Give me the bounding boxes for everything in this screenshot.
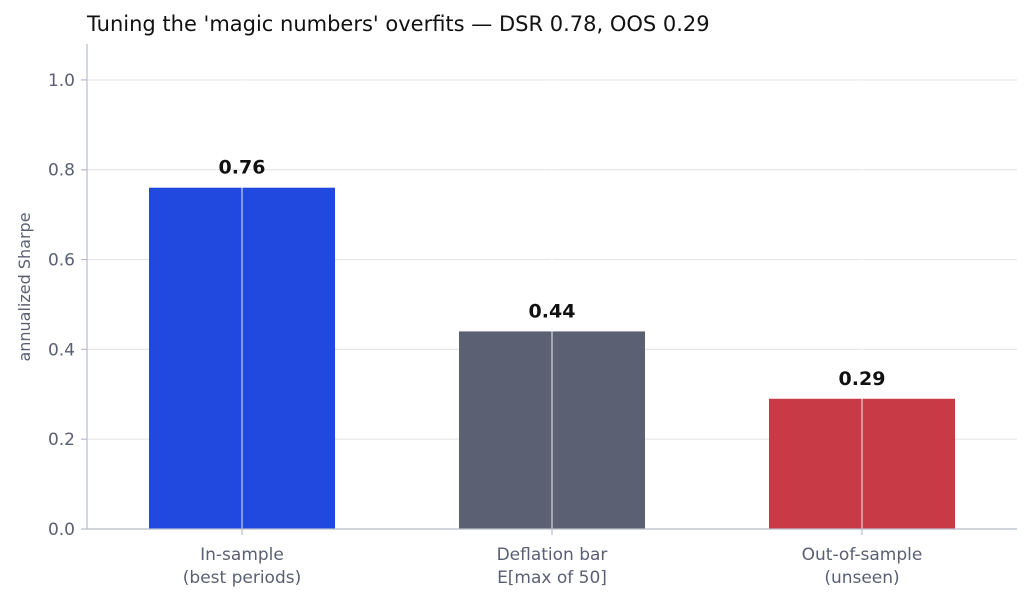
labels: 0.0 0.2 0.4 0.6 0.8 1.0 0.76 In-sample (best per… — [48, 71, 922, 588]
y-axis-label: annualized Sharpe — [15, 212, 34, 361]
bar-value-label: 0.76 — [219, 157, 266, 179]
x-tick-label: (best periods) — [183, 568, 301, 588]
y-tick-label: 0.4 — [48, 340, 75, 360]
x-tick-label: In-sample — [200, 545, 284, 565]
y-tick-label: 0.8 — [48, 161, 75, 181]
x-tick-label: (unseen) — [824, 568, 899, 588]
y-tick-label: 0.2 — [48, 430, 75, 450]
y-tick-label: 1.0 — [48, 71, 75, 91]
bar-value-label: 0.29 — [839, 368, 886, 390]
x-tick-label: E[max of 50] — [497, 568, 607, 588]
x-tick-label: Out-of-sample — [802, 545, 923, 565]
y-tick-label: 0.6 — [48, 251, 75, 271]
axes — [81, 44, 1017, 535]
vertical-gridlines — [241, 44, 863, 529]
x-tick-label: Deflation bar — [497, 545, 608, 565]
bar-value-label: 0.44 — [529, 300, 576, 322]
y-tick-label: 0.0 — [48, 520, 75, 540]
chart-title: Tuning the 'magic numbers' overfits — DS… — [86, 12, 710, 36]
